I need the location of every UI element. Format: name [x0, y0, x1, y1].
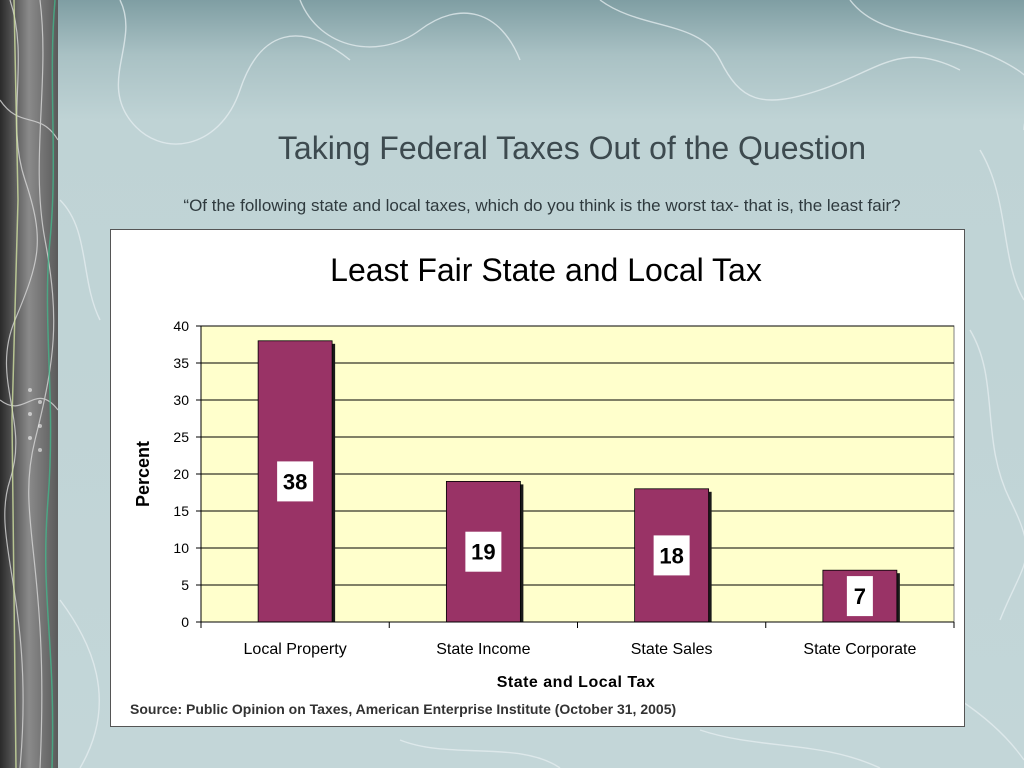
y-tick-label: 30 — [173, 392, 189, 408]
decorative-side-strip — [0, 0, 58, 768]
slide-subtitle: “Of the following state and local taxes,… — [183, 196, 901, 215]
x-tick-label: State Corporate — [803, 641, 916, 658]
y-tick-label: 35 — [173, 355, 189, 371]
y-tick-label: 5 — [181, 577, 189, 593]
y-tick-label: 40 — [173, 318, 189, 334]
data-label-box — [653, 535, 690, 576]
data-label-box — [846, 576, 873, 617]
y-tick-label: 15 — [173, 503, 189, 519]
x-tick-label: Local Property — [244, 641, 347, 658]
chart-title: Least Fair State and Local Tax — [330, 252, 762, 288]
y-tick-label: 25 — [173, 429, 189, 445]
x-tick-label: State Sales — [631, 641, 713, 658]
y-axis-label: Percent — [133, 441, 153, 507]
data-label: 7 — [854, 584, 866, 609]
bar-chart: Least Fair State and Local Tax 38 19 18 7 0… — [133, 252, 955, 691]
y-tick-label: 10 — [173, 540, 189, 556]
x-tick-label: State Income — [436, 641, 530, 658]
slide-title: Taking Federal Taxes Out of the Question — [277, 130, 867, 166]
source-note: Source: Public Opinion on Taxes, America… — [130, 701, 677, 717]
y-tick-label: 20 — [173, 466, 189, 482]
x-axis-label: State and Local Tax — [497, 674, 656, 691]
data-label: 18 — [659, 543, 683, 568]
chart-panel: Least Fair State and Local Tax 38 19 18 7 0… — [110, 229, 965, 727]
data-label-box — [465, 531, 502, 572]
data-label: 19 — [471, 540, 495, 565]
data-label-box — [277, 461, 314, 502]
data-label: 38 — [283, 469, 307, 494]
y-tick-label: 0 — [181, 614, 189, 630]
